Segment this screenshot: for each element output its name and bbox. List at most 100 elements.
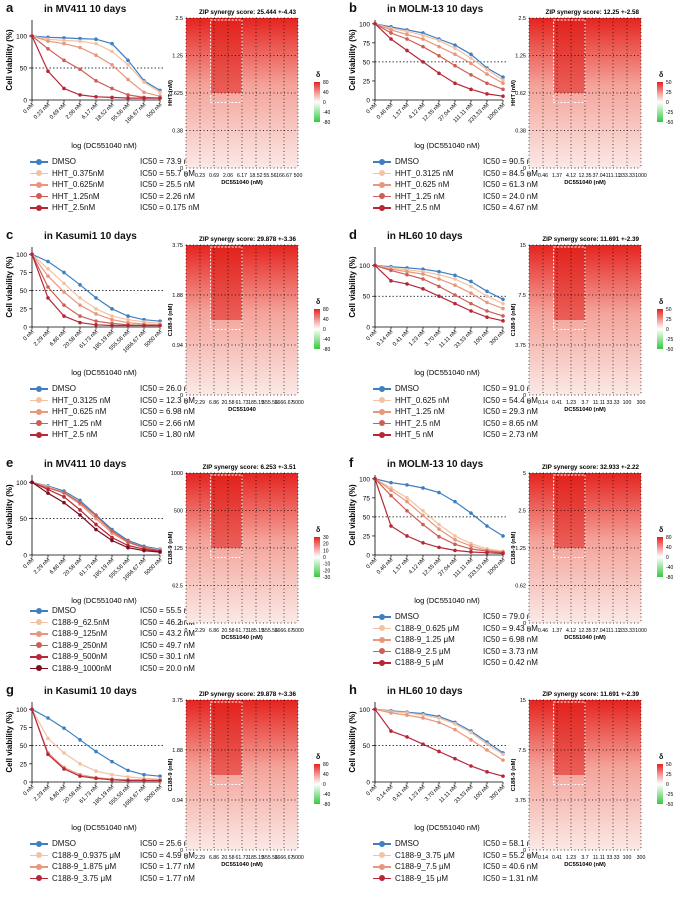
data-point: [78, 500, 82, 505]
legend-swatch: [373, 158, 391, 166]
data-point: [158, 778, 162, 783]
data-point: [94, 312, 98, 316]
legend-ic50: IC50 = 2.73 nM: [483, 430, 538, 439]
color-scale-tick: -10: [323, 562, 330, 568]
panel-letter: d: [349, 227, 357, 242]
data-point: [469, 547, 473, 551]
legend: DMSO IC50 = 91.0 nM HHT_0.625 nM IC50 = 54.…: [373, 383, 538, 441]
data-point: [142, 323, 146, 328]
legend-swatch: [30, 192, 48, 200]
data-point: [62, 495, 66, 499]
legend-entry: HHT_0.3125 nM IC50 = 84.5 nM: [373, 168, 538, 180]
legend-entry: DMSO IC50 = 90.5 nM: [373, 156, 538, 168]
legend-series-name: C188-9_1.25 μM: [395, 635, 455, 644]
data-point: [405, 499, 409, 504]
legend-swatch: [30, 181, 48, 189]
data-point: [46, 487, 50, 492]
legend-swatch: [30, 851, 48, 859]
synergy-y-label: HHT (nM): [511, 80, 517, 106]
delta-symbol: δ: [659, 754, 663, 761]
synergy-x-tick: 1666.67: [275, 400, 294, 406]
data-point: [373, 263, 377, 268]
legend-ic50: IC50 = 1.80 nM: [140, 430, 195, 439]
synergy-y-tick: 1.88: [172, 293, 183, 299]
synergy-x-tick: 61.73: [236, 628, 249, 634]
synergy-x-tick: 555.56: [262, 400, 278, 406]
panel-e: e in MV411 10 days 0 50 100 Cell viability (%…: [0, 455, 342, 682]
color-scale-tick: 50: [666, 80, 672, 86]
data-point: [46, 69, 50, 73]
data-point: [501, 534, 505, 538]
data-point: [389, 493, 393, 498]
synergy-title: ZIP synergy score: 32.933 +-2.22: [542, 464, 640, 471]
legend-entry: C188-9_500nM IC50 = 30.1 nM: [30, 651, 195, 663]
data-point: [453, 63, 457, 68]
legend-ic50: IC50 = 4.59 nM: [140, 850, 195, 860]
synergy-x-tick: 3.7: [581, 855, 588, 861]
delta-symbol: δ: [316, 754, 320, 761]
synergy-x-label: DC551040 (nM): [564, 635, 606, 641]
data-point: [437, 44, 441, 49]
legend-swatch: [30, 653, 48, 661]
color-scale-bar: [657, 82, 663, 122]
legend-ic50: IC50 = 25.6 nM: [140, 839, 195, 848]
legend-ic50: IC50 = 1.77 nM: [140, 862, 195, 871]
legend-ic50: IC50 = 1.77 nM: [140, 873, 195, 883]
data-point: [373, 707, 377, 712]
synergy-y-tick: 7.5: [518, 748, 526, 754]
legend-series-name: C188-9_2.5 μM: [395, 646, 451, 656]
legend-entry: C188-9_2.5 μM IC50 = 3.73 nM: [373, 646, 538, 658]
legend-swatch: [373, 408, 391, 416]
synergy-y-tick: 0.94: [172, 798, 183, 804]
legend: DMSO IC50 = 55.5 nM C188-9_62.5nM IC50 = 46…: [30, 605, 195, 674]
data-point: [469, 279, 473, 284]
legend-series-name: DMSO: [52, 839, 76, 848]
synergy-x-tick: 1.23: [566, 400, 576, 406]
synergy-hotspot: [210, 245, 242, 320]
color-scale-tick: -50: [666, 802, 673, 808]
legend-series-name: C188-9_62.5nM: [52, 617, 110, 627]
legend-swatch: [30, 874, 48, 882]
data-point: [421, 272, 425, 276]
max-synergy-box: [553, 701, 586, 785]
panel-letter: f: [349, 455, 354, 470]
legend-series-name: DMSO: [395, 612, 419, 621]
data-point: [46, 267, 50, 271]
legend-ic50: IC50 = 43.2 nM: [140, 629, 195, 638]
data-point: [421, 60, 425, 64]
y-tick-label: 50: [20, 743, 28, 750]
synergy-x-tick: 2.29: [195, 855, 205, 861]
synergy-y-tick: 3.75: [515, 343, 526, 349]
synergy-x-tick: 500: [294, 173, 303, 179]
synergy-x-label: DC551040 (nM): [221, 180, 263, 186]
legend-series-name: HHT_2.5 nM: [52, 430, 98, 439]
data-point: [437, 749, 441, 754]
synergy-x-tick: 2.29: [195, 400, 205, 406]
legend-entry: DMSO IC50 = 25.6 nM: [30, 838, 195, 850]
legend-series-name: C188-9_1000nM: [52, 663, 112, 673]
data-point: [46, 491, 50, 495]
synergy-y-label: C188-9 (nM): [168, 759, 174, 792]
legend-ic50: IC50 = 49.7 nM: [140, 640, 195, 650]
x-axis-label: log (DC551040 nM): [414, 368, 480, 377]
data-point: [142, 778, 146, 783]
color-scale-tick: 0: [666, 782, 669, 788]
color-scale-tick: 0: [666, 327, 669, 333]
synergy-x-tick: 1.37: [552, 173, 562, 179]
data-point: [62, 281, 66, 286]
legend-swatch: [373, 613, 391, 621]
legend-swatch: [373, 385, 391, 393]
y-axis-label: Cell viability (%): [5, 484, 14, 546]
data-point: [389, 524, 393, 528]
legend: DMSO IC50 = 79.0 nM C188-9_0.625 μM IC50 = …: [373, 611, 538, 669]
legend-series-name: DMSO: [395, 157, 419, 166]
synergy-x-tick: 0: [185, 400, 188, 406]
data-point: [501, 319, 505, 323]
data-point: [437, 522, 441, 527]
legend-swatch: [30, 664, 48, 672]
y-tick-label: 50: [20, 516, 28, 523]
legend-series-name: HHT_1.25nM: [52, 191, 100, 201]
